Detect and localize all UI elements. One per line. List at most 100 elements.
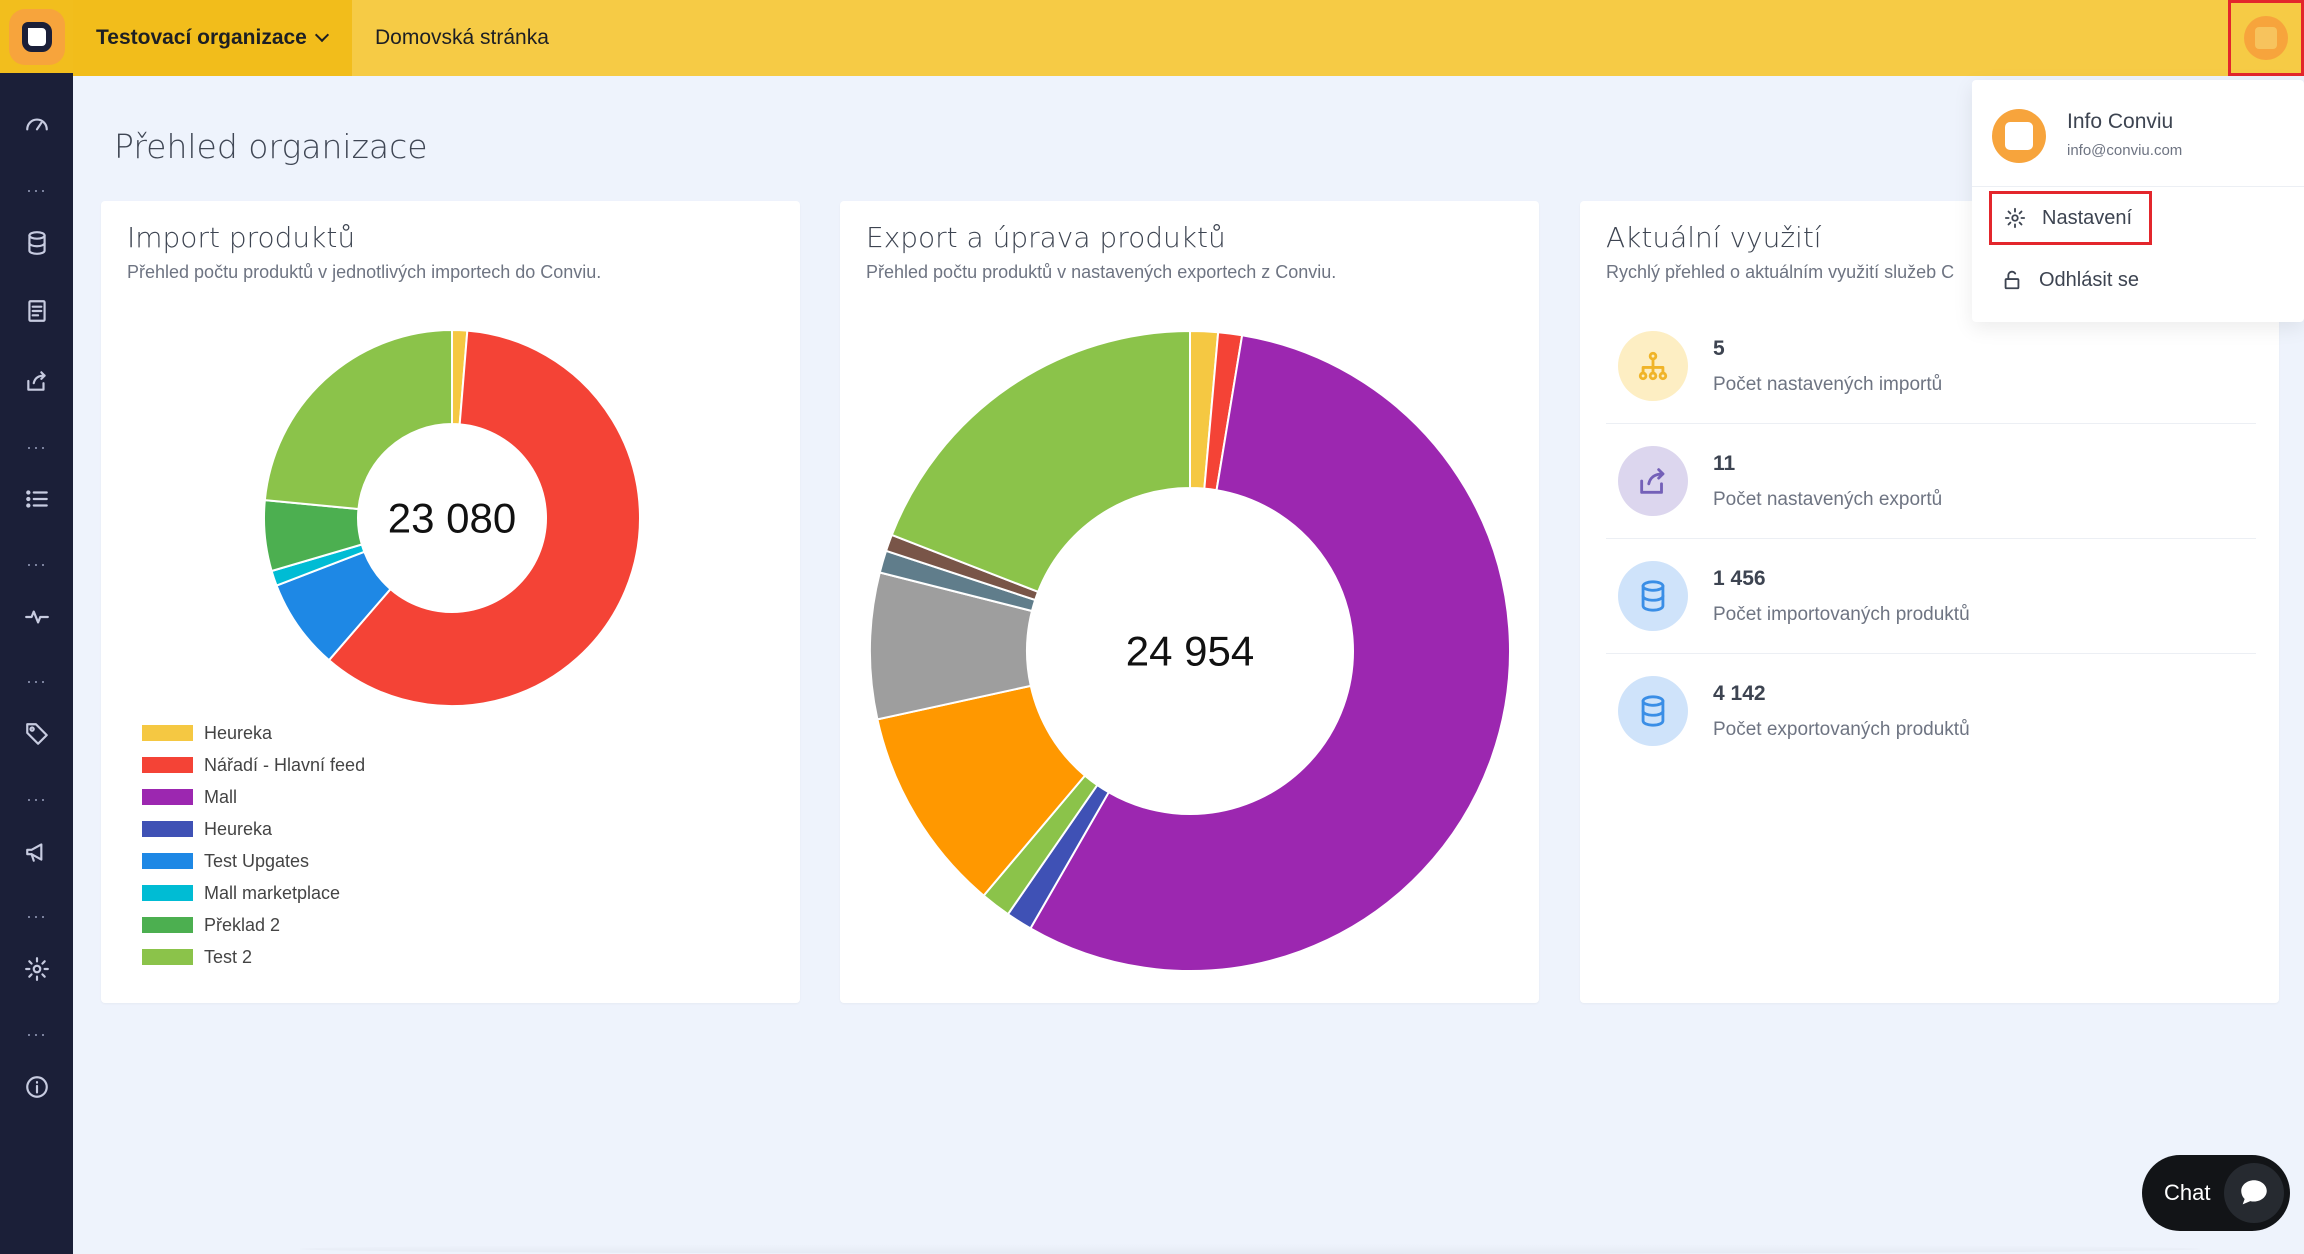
logout-label: Odhlásit se	[2039, 268, 2140, 291]
legend-label: Mall	[204, 786, 238, 807]
usage-card: Aktuální využití Rychlý přehled o aktuál…	[1580, 201, 2279, 1003]
avatar	[2244, 16, 2288, 60]
database-icon	[1618, 676, 1688, 746]
share-icon	[1618, 446, 1688, 516]
import-donut-chart: 23 080	[263, 328, 641, 707]
legend-swatch	[142, 757, 193, 773]
donut-slice[interactable]	[1029, 334, 1511, 972]
unlock-icon	[2004, 270, 2020, 290]
export-card-title: Export a úprava produktů	[866, 221, 1226, 254]
speedometer-icon[interactable]	[0, 105, 73, 145]
export-total: 24 954	[1126, 628, 1254, 675]
nav-separator: ···	[26, 437, 47, 457]
legend-swatch	[142, 853, 193, 869]
chat-label: Chat	[2164, 1180, 2211, 1205]
legend-label: Mall marketplace	[204, 882, 341, 903]
legend-swatch	[142, 821, 193, 837]
stat-row-exported-products: 4 142 Počet exportovaných produktů	[1606, 654, 2256, 769]
legend-label: Nářadí - Hlavní feed	[204, 754, 366, 775]
user-email: info@conviu.com	[2067, 142, 2183, 159]
stat-label: Počet importovaných produktů	[1713, 604, 1970, 625]
chevron-down-icon	[314, 27, 329, 43]
logout-menu-item[interactable]: Odhlásit se	[1989, 253, 2139, 307]
import-legend: Heureka Nářadí - Hlavní feed Mall Heureka Te…	[142, 717, 365, 973]
list-icon[interactable]	[0, 479, 73, 519]
stat-label: Počet nastavených exportů	[1713, 489, 1943, 510]
scroll-shadow	[300, 1244, 2200, 1254]
chat-bubble-icon	[2224, 1163, 2284, 1223]
share-icon[interactable]	[0, 361, 73, 401]
hierarchy-icon	[1618, 331, 1688, 401]
stat-label: Počet nastavených importů	[1713, 374, 1943, 395]
stat-label: Počet exportovaných produktů	[1713, 719, 1970, 740]
page-title: Přehled organizace	[114, 127, 428, 166]
legend-swatch	[142, 725, 193, 741]
usage-card-title: Aktuální využití	[1606, 221, 1822, 254]
breadcrumb[interactable]: Domovská stránka	[375, 26, 549, 49]
user-name: Info Conviu	[2067, 110, 2174, 133]
stat-value: 4 142	[1713, 682, 1766, 705]
donut-slice[interactable]	[327, 329, 641, 707]
gear-icon[interactable]	[0, 949, 73, 989]
megaphone-icon[interactable]	[0, 832, 73, 872]
legend-item[interactable]: Mall marketplace	[142, 877, 365, 909]
legend-item[interactable]: Nářadí - Hlavní feed	[142, 749, 365, 781]
import-card-subtitle: Přehled počtu produktů v jednotlivých im…	[127, 262, 602, 282]
organization-name: Testovací organizace	[96, 26, 307, 49]
import-total: 23 080	[388, 495, 516, 542]
app-logo[interactable]	[0, 0, 73, 73]
info-icon[interactable]	[0, 1067, 73, 1107]
legend-item[interactable]: Heureka	[142, 717, 365, 749]
import-card-title: Import produktů	[127, 221, 356, 254]
legend-swatch	[142, 885, 193, 901]
database-icon[interactable]	[0, 223, 73, 263]
settings-label: Nastavení	[2042, 206, 2133, 229]
export-card: Export a úprava produktů Přehled počtu p…	[840, 201, 1539, 1003]
top-bar: Testovací organizace Domovská stránka	[73, 0, 2304, 76]
sidebar: ··· ··· ··· ··· ··· ··· ···	[0, 0, 73, 1254]
stat-value: 5	[1713, 337, 1725, 360]
legend-swatch	[142, 949, 193, 965]
nav-separator: ···	[26, 1024, 47, 1044]
document-icon[interactable]	[0, 291, 73, 331]
stat-row-exports: 11 Počet nastavených exportů	[1606, 424, 2256, 539]
legend-item[interactable]: Test Upgates	[142, 845, 365, 877]
avatar	[1992, 109, 2046, 163]
nav-separator: ···	[26, 671, 47, 691]
donut-slice[interactable]	[890, 329, 1191, 594]
usage-card-subtitle: Rychlý přehled o aktuálním využití služe…	[1606, 262, 1955, 282]
legend-swatch	[142, 789, 193, 805]
user-dropdown-menu: Info Conviu info@conviu.com Nastavení Od…	[1972, 80, 2304, 322]
stat-row-imported-products: 1 456 Počet importovaných produktů	[1606, 539, 2256, 654]
stat-value: 11	[1713, 452, 1736, 475]
legend-item[interactable]: Překlad 2	[142, 909, 365, 941]
legend-swatch	[142, 917, 193, 933]
nav-separator: ···	[26, 180, 47, 200]
database-icon	[1618, 561, 1688, 631]
nav-separator: ···	[26, 554, 47, 574]
export-donut-chart: 24 954	[869, 329, 1511, 972]
nav-separator: ···	[26, 789, 47, 809]
legend-item[interactable]: Mall	[142, 781, 365, 813]
legend-item[interactable]: Heureka	[142, 813, 365, 845]
stat-value: 1 456	[1713, 567, 1766, 590]
legend-label: Test Upgates	[204, 850, 310, 871]
legend-label: Heureka	[204, 818, 273, 839]
stat-row-imports: 5 Počet nastavených importů	[1606, 309, 2256, 424]
chat-button[interactable]: Chat	[2142, 1155, 2290, 1231]
donut-slice[interactable]	[263, 328, 453, 511]
tag-icon[interactable]	[0, 714, 73, 754]
gear-icon	[2004, 207, 2026, 229]
divider	[1972, 186, 2304, 187]
legend-item[interactable]: Test 2	[142, 941, 365, 973]
legend-label: Test 2	[204, 946, 253, 967]
legend-label: Heureka	[204, 722, 273, 743]
import-card: Import produktů Přehled počtu produktů v…	[101, 201, 800, 1003]
organization-selector[interactable]: Testovací organizace	[73, 0, 352, 76]
pulse-icon[interactable]	[0, 597, 73, 637]
user-menu-button[interactable]	[2228, 0, 2304, 76]
nav-separator: ···	[26, 906, 47, 926]
export-card-subtitle: Přehled počtu produktů v nastavených exp…	[866, 262, 1337, 282]
settings-menu-item[interactable]: Nastavení	[1989, 191, 2152, 245]
legend-label: Překlad 2	[204, 914, 281, 935]
